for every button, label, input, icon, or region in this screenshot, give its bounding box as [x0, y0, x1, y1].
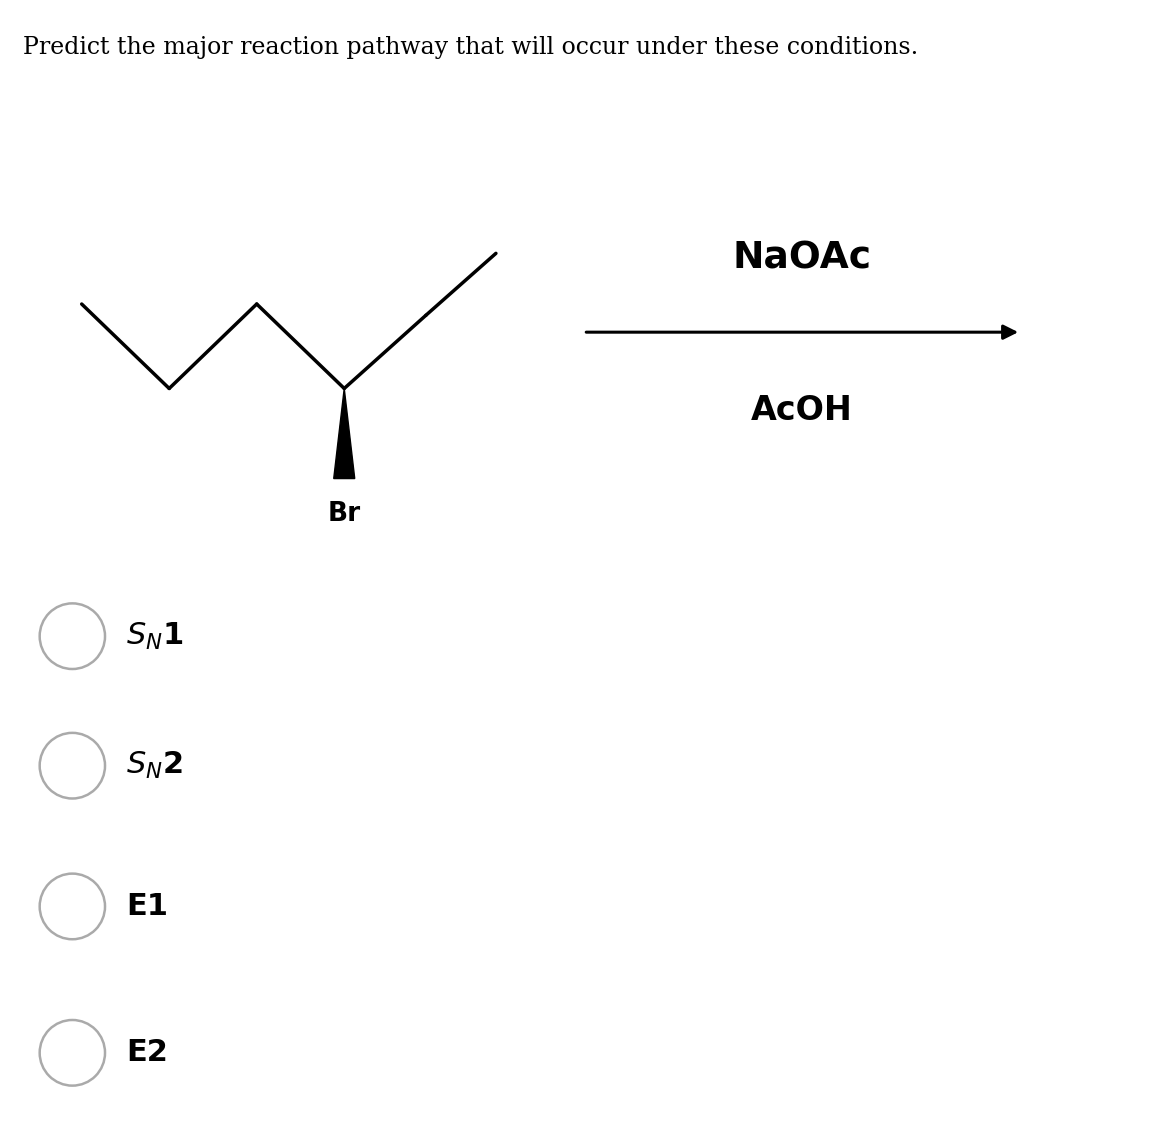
Ellipse shape [40, 733, 105, 798]
Text: Br: Br [328, 501, 361, 527]
Text: E2: E2 [127, 1038, 168, 1067]
Ellipse shape [40, 874, 105, 939]
Text: AcOH: AcOH [751, 394, 853, 428]
Ellipse shape [40, 604, 105, 669]
Polygon shape [334, 388, 355, 479]
Text: $S_{N}$2: $S_{N}$2 [127, 750, 183, 781]
Text: $S_{N}$1: $S_{N}$1 [127, 620, 183, 652]
Ellipse shape [40, 1020, 105, 1085]
FancyArrowPatch shape [586, 327, 1015, 338]
Text: E1: E1 [127, 892, 168, 921]
Text: Predict the major reaction pathway that will occur under these conditions.: Predict the major reaction pathway that … [23, 36, 919, 59]
Text: NaOAc: NaOAc [732, 241, 872, 277]
